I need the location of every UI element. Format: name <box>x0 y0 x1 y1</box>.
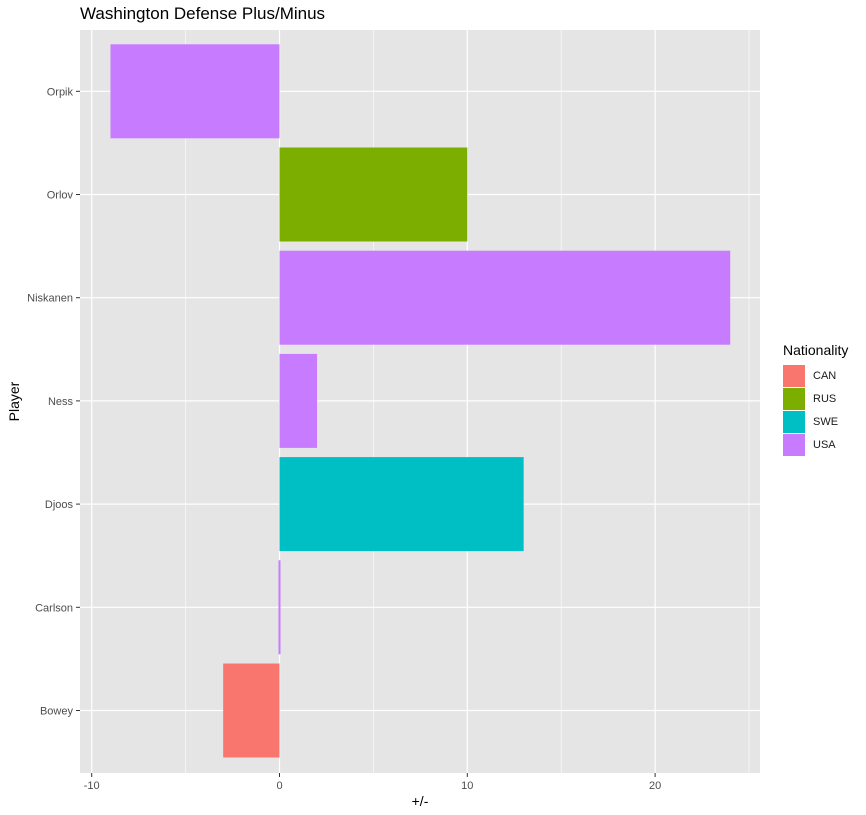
bar-orpik <box>110 44 280 139</box>
legend: Nationality CAN RUS SWE USA <box>783 342 848 456</box>
y-tick-label: Orlov <box>47 190 74 202</box>
y-tick-label: Orpik <box>47 86 74 98</box>
legend-swatch-can <box>783 364 805 387</box>
x-tick-label: 20 <box>649 780 661 792</box>
legend-title: Nationality <box>783 342 849 358</box>
bar-djoos <box>279 457 524 552</box>
bar-bowey <box>223 663 280 758</box>
legend-label-usa: USA <box>813 438 836 451</box>
y-tick-label: Carlson <box>35 602 73 614</box>
bar-carlson <box>278 560 281 655</box>
y-axis-label: Player <box>6 381 22 421</box>
legend-swatch-swe <box>783 410 805 433</box>
y-tick-label: Djoos <box>45 499 74 511</box>
bar-niskanen <box>279 250 731 345</box>
legend-item-can: CAN <box>783 364 848 387</box>
legend-item-usa: USA <box>783 433 848 456</box>
legend-label-can: CAN <box>813 369 837 382</box>
bar-ness <box>279 353 318 448</box>
chart-title: Washington Defense Plus/Minus <box>80 4 326 23</box>
x-tick-label: 0 <box>276 780 282 792</box>
legend-item-swe: SWE <box>783 410 848 433</box>
legend-swatch-rus <box>783 387 805 410</box>
bar-orlov <box>279 147 468 242</box>
y-tick-label: Bowey <box>40 706 74 718</box>
legend-swatch-usa <box>783 433 805 456</box>
y-tick-label: Ness <box>48 396 74 408</box>
legend-label-swe: SWE <box>813 415 839 428</box>
legend-item-rus: RUS <box>783 387 848 410</box>
x-tick-label: -10 <box>84 780 100 792</box>
y-tick-label: Niskanen <box>27 293 73 305</box>
legend-label-rus: RUS <box>813 392 837 405</box>
x-axis-label: +/- <box>412 793 429 809</box>
x-tick-label: 10 <box>461 780 473 792</box>
